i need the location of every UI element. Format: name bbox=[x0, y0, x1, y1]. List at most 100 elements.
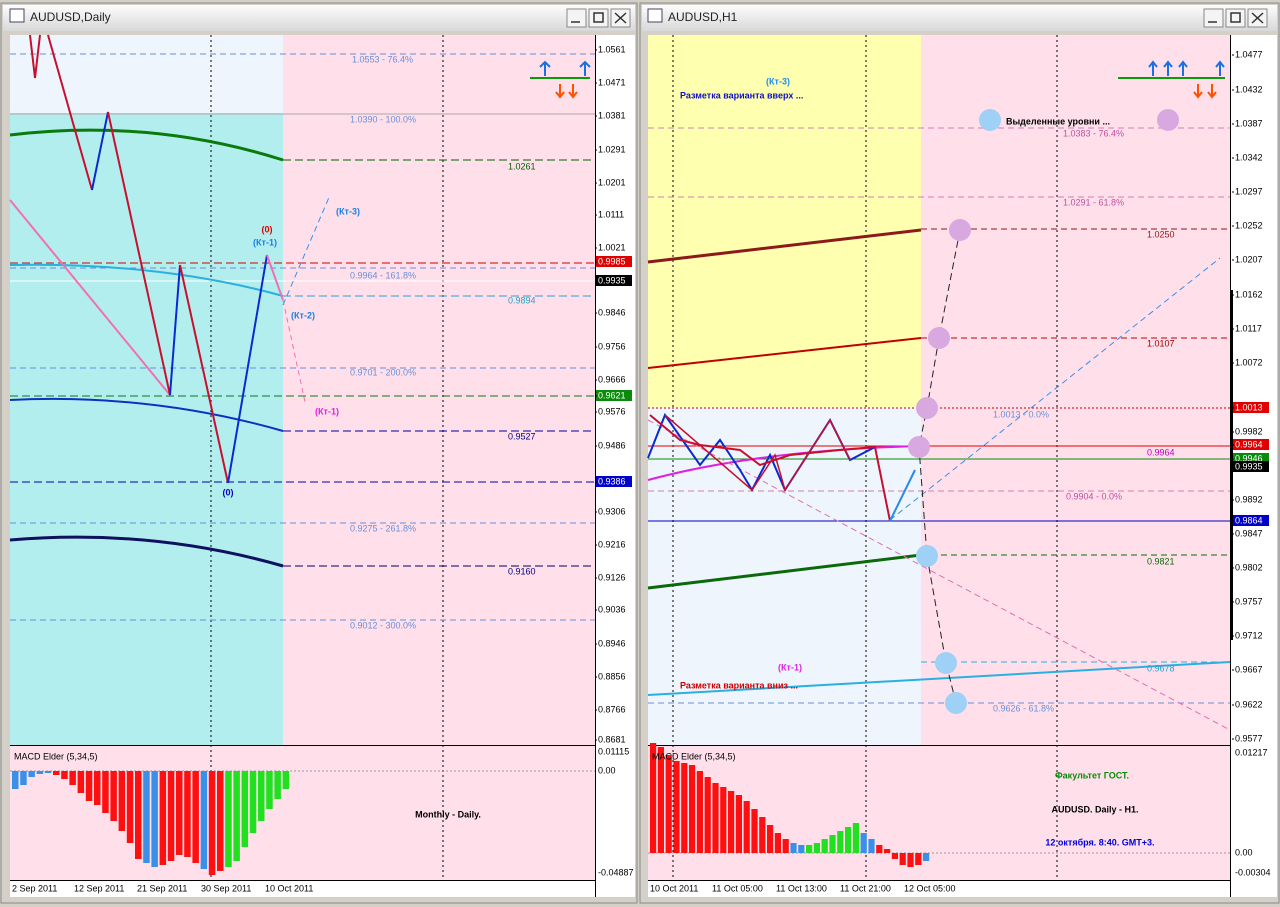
macd-axis-label: 0.01115 bbox=[598, 746, 629, 756]
price-label: 0.9712 bbox=[1235, 630, 1263, 640]
price-label: 0.9982 bbox=[1235, 426, 1263, 436]
price-label: 1.0342 bbox=[1235, 152, 1263, 162]
caption: 12 октября. 8:40. GMT+3. bbox=[1045, 837, 1154, 847]
level-label: 1.0383 - 76.4% bbox=[1063, 128, 1124, 138]
price-box bbox=[1233, 453, 1269, 464]
level-label: 1.0390 - 100.0% bbox=[350, 114, 416, 124]
window-title: AUDUSD,H1 bbox=[668, 10, 738, 24]
annotation: (Кт-1) bbox=[315, 406, 339, 416]
time-label: 11 Oct 05:00 bbox=[712, 883, 763, 893]
macd-bar bbox=[907, 853, 914, 867]
price-label: 0.9621 bbox=[598, 390, 626, 400]
price-label: 1.0021 bbox=[598, 242, 626, 252]
price-label: 0.9306 bbox=[598, 506, 626, 516]
macd-bar bbox=[845, 827, 852, 853]
price-label: 0.9964 bbox=[1235, 439, 1263, 449]
time-label: 11 Oct 13:00 bbox=[776, 883, 827, 893]
caption: Факультет ГОСТ. bbox=[1055, 770, 1129, 780]
price-box bbox=[596, 256, 632, 267]
macd-bar bbox=[249, 771, 257, 833]
price-label: 0.9892 bbox=[1235, 494, 1263, 504]
price-box bbox=[1233, 439, 1269, 450]
annotation: (0) bbox=[262, 224, 273, 234]
macd-label: MACD Elder (5,34,5) bbox=[14, 751, 98, 761]
time-label: 30 Sep 2011 bbox=[201, 883, 251, 893]
price-label: 0.9576 bbox=[598, 406, 626, 416]
level-label: 1.0261 bbox=[508, 161, 536, 171]
macd-bar bbox=[151, 771, 158, 867]
price-label: 1.0013 bbox=[1235, 402, 1263, 412]
price-label: 1.0387 bbox=[1235, 118, 1263, 128]
price-label: 0.8856 bbox=[598, 671, 626, 681]
price-label: 1.0162 bbox=[1235, 289, 1263, 299]
annotation: (Кт-1) bbox=[253, 237, 277, 247]
time-label: 12 Oct 05:00 bbox=[904, 883, 956, 893]
price-label: 1.0252 bbox=[1235, 220, 1263, 230]
annotation: (Кт-3) bbox=[766, 76, 790, 86]
macd-bar bbox=[85, 771, 93, 801]
macd-bar bbox=[143, 771, 150, 863]
price-label: 0.9386 bbox=[598, 476, 626, 486]
macd-bar bbox=[102, 771, 109, 813]
macd-bar bbox=[69, 771, 76, 785]
level-label: 0.9964 bbox=[1147, 447, 1175, 457]
time-label: 2 Sep 2011 bbox=[12, 883, 57, 893]
caption: Monthly - Daily. bbox=[415, 809, 481, 819]
macd-bar bbox=[852, 823, 859, 853]
macd-bar bbox=[829, 835, 836, 853]
time-label: 10 Oct 2011 bbox=[265, 883, 313, 893]
level-label: 0.9275 - 261.8% bbox=[350, 523, 416, 533]
price-label: 0.9757 bbox=[1235, 596, 1263, 606]
macd-bar bbox=[665, 755, 672, 853]
macd-bar bbox=[77, 771, 85, 793]
macd-bar bbox=[53, 771, 60, 775]
level-label: 1.0013 - 0.0% bbox=[993, 409, 1049, 419]
macd-bar bbox=[192, 771, 199, 863]
price-label: 1.0432 bbox=[1235, 84, 1263, 94]
macd-bar bbox=[135, 771, 142, 859]
window-title: AUDUSD,Daily bbox=[30, 10, 111, 24]
macd-bar bbox=[673, 761, 680, 853]
time-label: 11 Oct 21:00 bbox=[840, 883, 891, 893]
price-label: 0.9622 bbox=[1235, 699, 1263, 709]
price-label: 0.9756 bbox=[598, 341, 626, 351]
price-label: 0.9036 bbox=[598, 604, 626, 614]
macd-bar bbox=[176, 771, 183, 855]
macd-bar bbox=[282, 771, 290, 789]
price-label: 0.9802 bbox=[1235, 562, 1263, 572]
level-label: 1.0107 bbox=[1147, 338, 1175, 348]
macd-bar bbox=[712, 783, 719, 853]
price-label: 0.9985 bbox=[598, 256, 626, 266]
macd-bar bbox=[274, 771, 281, 799]
price-label: 1.0381 bbox=[598, 110, 626, 120]
price-label: 1.0291 bbox=[598, 144, 626, 154]
macd-bar bbox=[118, 771, 126, 831]
macd-bar bbox=[891, 853, 898, 859]
macd-bar bbox=[657, 747, 664, 853]
macd-bar bbox=[720, 787, 727, 853]
time-label: 10 Oct 2011 bbox=[650, 883, 698, 893]
macd-bar bbox=[884, 849, 891, 853]
macd-bar bbox=[184, 771, 191, 857]
level-label: 0.9626 - 61.8% bbox=[993, 703, 1054, 713]
annotation: (Кт-2) bbox=[291, 310, 315, 320]
annotation: (0) bbox=[223, 487, 234, 497]
annotation: Разметка варианта вниз ... bbox=[680, 680, 798, 690]
macd-bar bbox=[774, 833, 781, 853]
macd-bar bbox=[790, 843, 797, 853]
macd-bar bbox=[923, 853, 930, 861]
macd-bar bbox=[689, 765, 696, 853]
macd-bar bbox=[233, 771, 240, 861]
price-label: 0.9577 bbox=[1235, 733, 1263, 743]
macd-bar bbox=[28, 771, 35, 777]
macd-bar bbox=[61, 771, 68, 779]
macd-bar bbox=[798, 845, 805, 853]
macd-bar bbox=[704, 777, 711, 853]
macd-axis-label: -0.04887 bbox=[598, 867, 634, 877]
price-box bbox=[596, 390, 632, 401]
macd-axis-label: 0.00 bbox=[1235, 847, 1253, 857]
price-box bbox=[596, 476, 632, 487]
macd-bar bbox=[225, 771, 232, 867]
left-window bbox=[0, 2, 638, 904]
